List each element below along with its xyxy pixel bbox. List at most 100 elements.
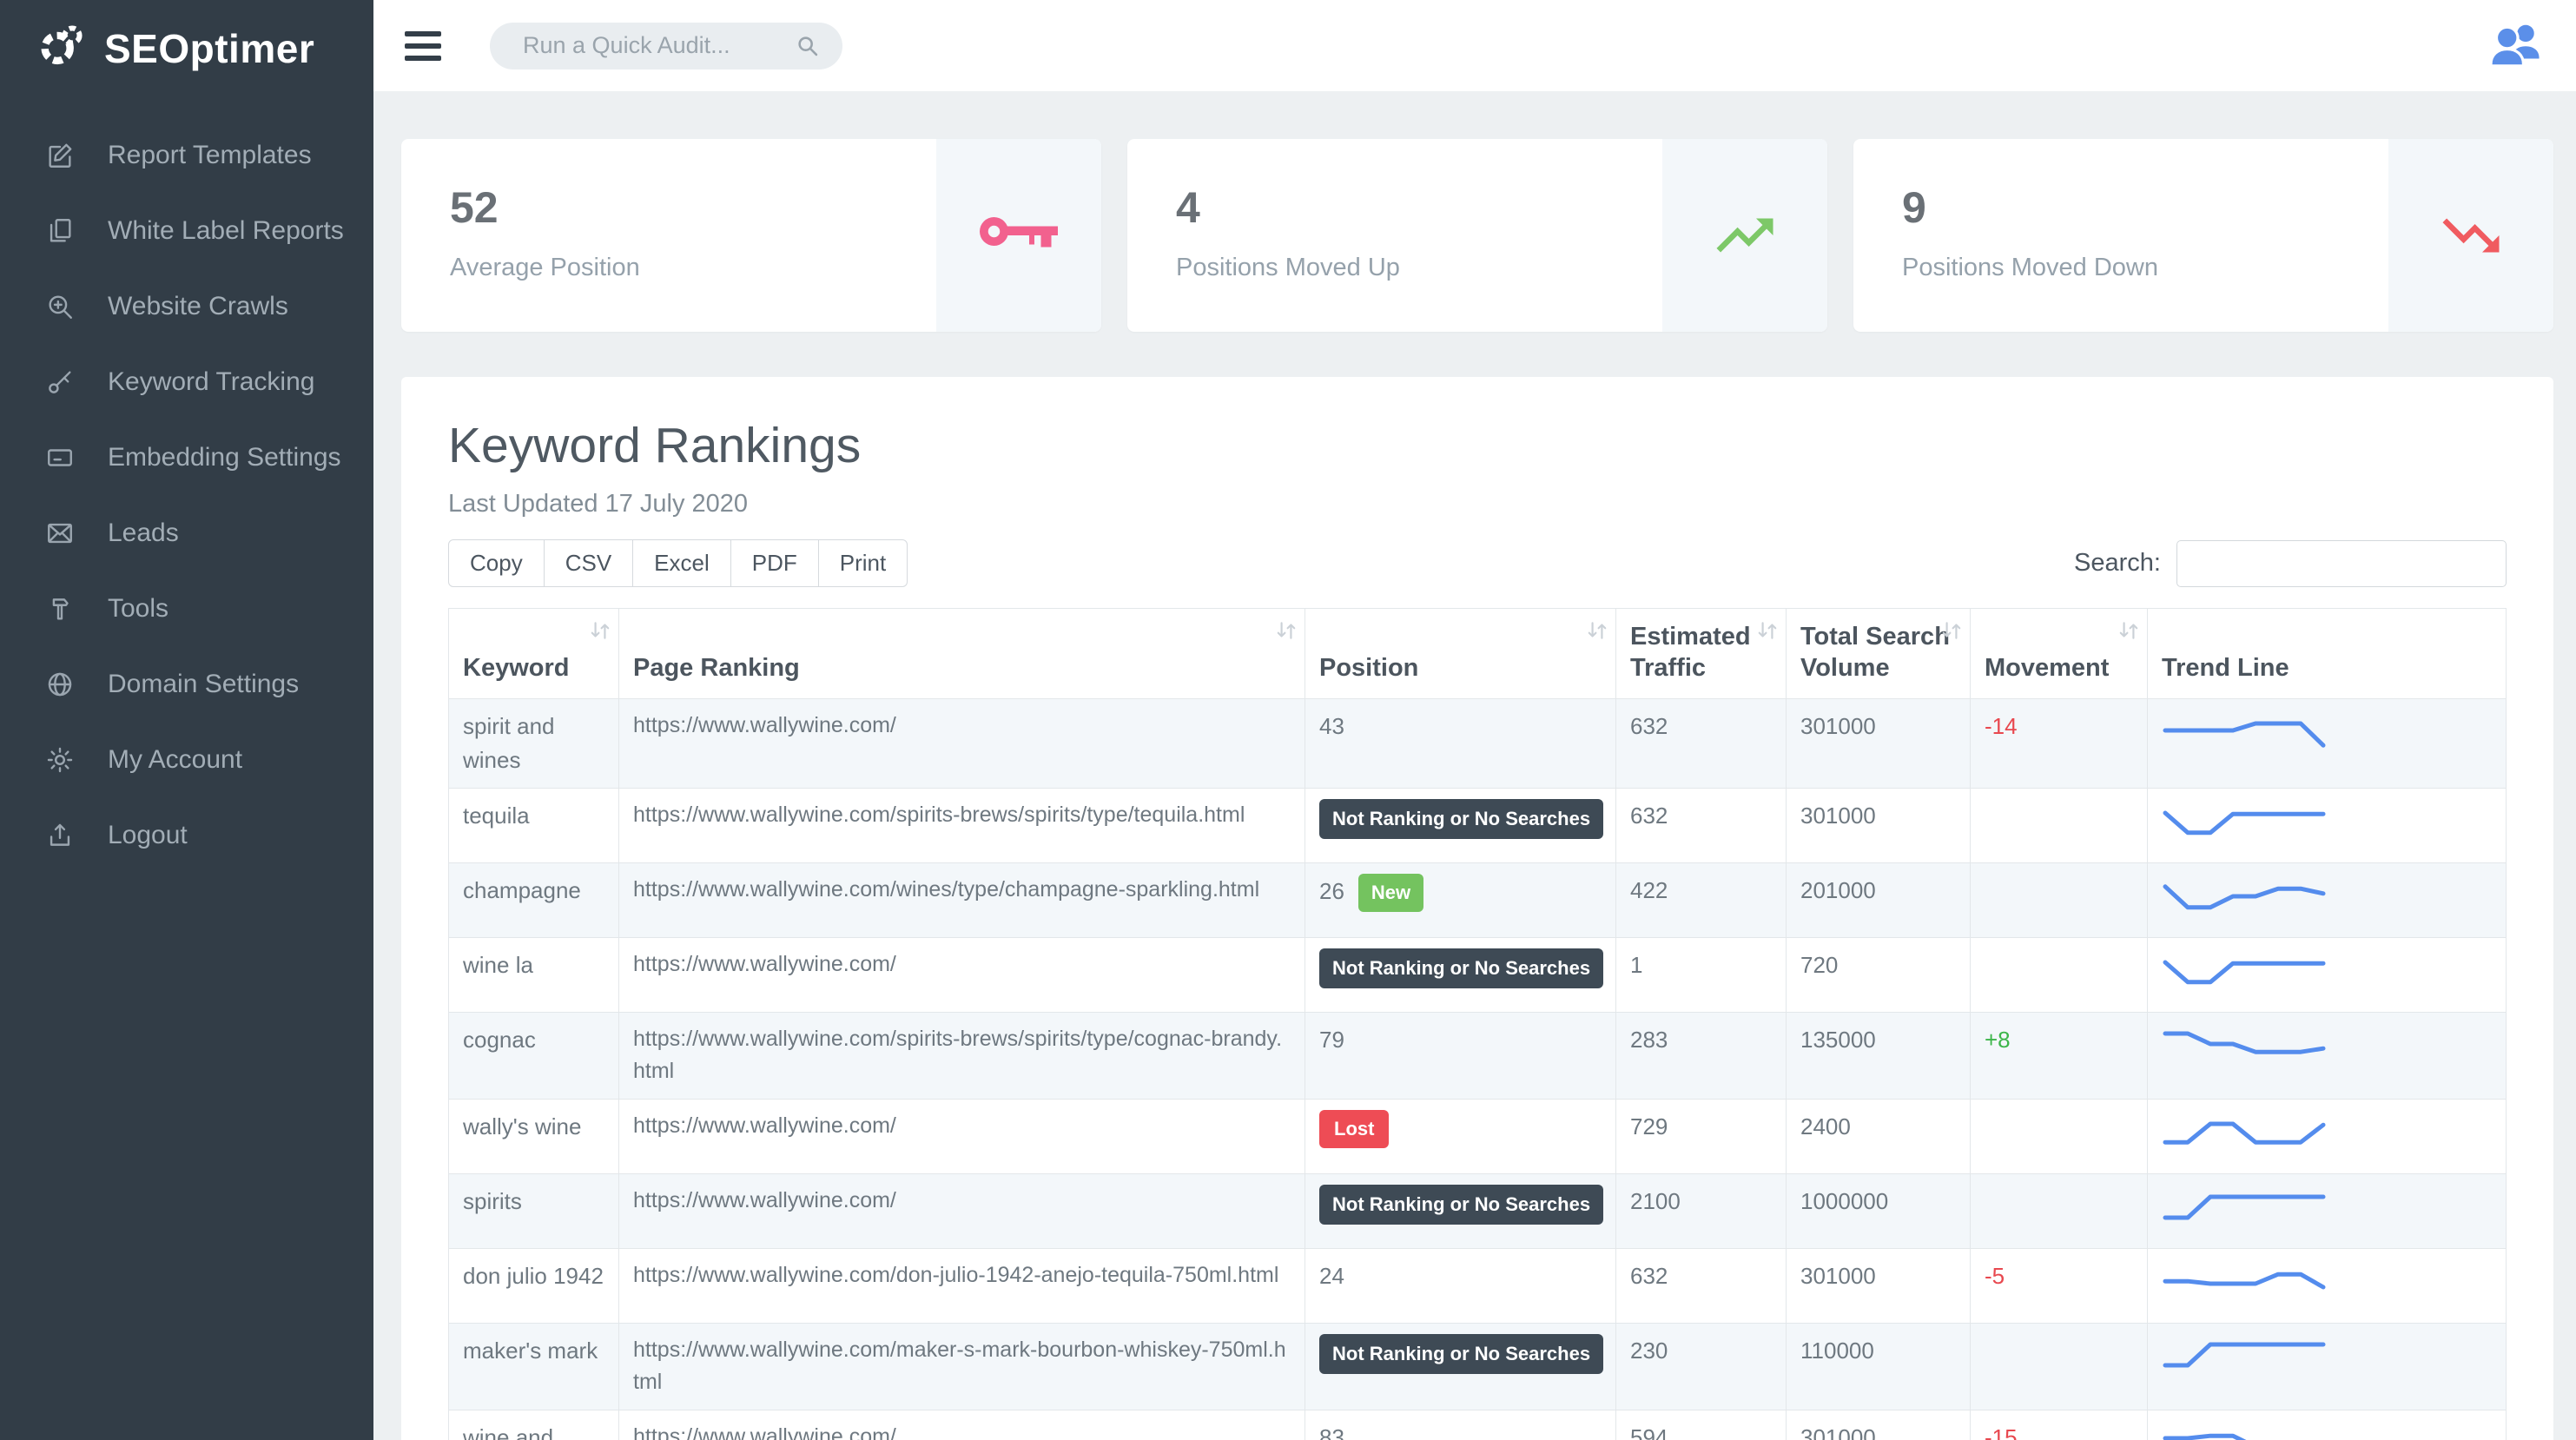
- sidebar-item-white-label-reports[interactable]: White Label Reports: [0, 193, 373, 268]
- trend-line-cell: [2147, 1409, 2507, 1440]
- estimated-traffic-cell: 632: [1615, 787, 1787, 863]
- column-header-label: Estimated Traffic: [1630, 623, 1751, 683]
- keyword-cell: champagne: [448, 862, 619, 938]
- position-cell: 43: [1305, 697, 1616, 789]
- trend-sparkline: [2163, 721, 2326, 748]
- column-header-total-search-volume[interactable]: Total Search Volume: [1786, 608, 1971, 699]
- total-search-volume-cell: 301000: [1786, 697, 1971, 789]
- hammer-icon: [45, 594, 75, 624]
- sidebar-item-label: Logout: [108, 820, 188, 849]
- keyword-cell: don julio 1942: [448, 1247, 619, 1324]
- position-value: 26: [1319, 877, 1344, 904]
- sidebar-item-tools[interactable]: Tools: [0, 571, 373, 646]
- sidebar-item-label: Tools: [108, 593, 169, 623]
- not-ranking-badge: Not Ranking or No Searches: [1319, 948, 1604, 988]
- sidebar-item-label: Domain Settings: [108, 669, 300, 698]
- table-search-input[interactable]: [2176, 539, 2507, 587]
- page-ranking-cell: https://www.wallywine.com/spirits-brews/…: [618, 787, 1305, 863]
- column-header-keyword[interactable]: Keyword: [448, 608, 619, 699]
- column-header-page-ranking[interactable]: Page Ranking: [618, 608, 1305, 699]
- keyword-rankings-table: Keyword Page Ranking Position Estimated Tra…: [448, 608, 2507, 1440]
- export-button-print[interactable]: Print: [817, 539, 908, 587]
- search-plus-icon: [45, 292, 75, 321]
- position-cell: Not Ranking or No Searches: [1305, 1172, 1616, 1249]
- trend-sparkline: [2163, 1194, 2326, 1219]
- keyword-cell: wally's wine: [448, 1098, 619, 1174]
- sidebar: SEOptimer Report Templates White Label Re…: [0, 0, 373, 1440]
- sidebar-item-leads[interactable]: Leads: [0, 495, 373, 571]
- estimated-traffic-cell: 729: [1615, 1098, 1787, 1174]
- trend-sparkline: [2163, 810, 2326, 835]
- not-ranking-badge: Not Ranking or No Searches: [1319, 798, 1604, 839]
- column-header-estimated-traffic[interactable]: Estimated Traffic: [1615, 608, 1787, 699]
- trend-line-cell: [2147, 862, 2507, 938]
- keyword-cell: spirits: [448, 1172, 619, 1249]
- content-area: 52 Average Position 4 Positions Moved Up 9 Po…: [373, 91, 2576, 1440]
- total-search-volume-cell: 301000: [1786, 1247, 1971, 1324]
- total-search-volume-cell: 2400: [1786, 1098, 1971, 1174]
- sidebar-item-keyword-tracking[interactable]: Keyword Tracking: [0, 344, 373, 419]
- hamburger-icon[interactable]: [405, 30, 441, 61]
- table-row: spirit and wines https://www.wallywine.co…: [448, 697, 2507, 789]
- trend-sparkline: [2163, 883, 2326, 909]
- brand-logo[interactable]: SEOptimer: [0, 0, 373, 96]
- estimated-traffic-cell: 1: [1615, 936, 1787, 1013]
- page-ranking-cell: https://www.wallywine.com/spirits-brews/…: [618, 1011, 1305, 1100]
- total-search-volume-cell: 720: [1786, 936, 1971, 1013]
- stat-card-positions-moved-down: 9 Positions Moved Down: [1853, 139, 2553, 332]
- stat-cards: 52 Average Position 4 Positions Moved Up 9 Po…: [401, 139, 2553, 332]
- page-ranking-cell: https://www.wallywine.com/wines/type/cha…: [618, 862, 1305, 938]
- trend-sparkline: [2163, 1272, 2326, 1289]
- position-value: 43: [1319, 712, 1344, 739]
- column-header-position[interactable]: Position: [1305, 608, 1616, 699]
- sidebar-item-domain-settings[interactable]: Domain Settings: [0, 646, 373, 722]
- movement-cell: [1970, 862, 2148, 938]
- stat-label: Average Position: [450, 254, 640, 281]
- sidebar-item-logout[interactable]: Logout: [0, 797, 373, 873]
- sidebar-item-label: Report Templates: [108, 140, 312, 169]
- movement-value: +8: [1985, 1026, 2011, 1053]
- keyword-cell: tequila: [448, 787, 619, 863]
- table-row: wine la https://www.wallywine.com/Not Ran…: [448, 936, 2507, 1013]
- sidebar-item-website-crawls[interactable]: Website Crawls: [0, 268, 373, 344]
- embed-icon: [45, 443, 75, 472]
- quick-audit-input[interactable]: [490, 22, 842, 69]
- movement-cell: [1970, 787, 2148, 863]
- main-area: 52 Average Position 4 Positions Moved Up 9 Po…: [373, 0, 2576, 1440]
- position-cell: 24: [1305, 1247, 1616, 1324]
- trend-sparkline: [2163, 1121, 2326, 1145]
- table-header-row: Keyword Page Ranking Position Estimated Tra…: [448, 608, 2507, 699]
- edit-icon: [45, 141, 75, 170]
- table-row: don julio 1942 https://www.wallywine.com/…: [448, 1247, 2507, 1324]
- sidebar-item-embedding-settings[interactable]: Embedding Settings: [0, 419, 373, 495]
- position-cell: 83: [1305, 1409, 1616, 1440]
- sidebar-item-report-templates[interactable]: Report Templates: [0, 117, 373, 193]
- table-search-label: Search:: [2074, 549, 2161, 577]
- table-toolbar: Copy CSV Excel PDF Print Search:: [448, 539, 2507, 587]
- logout-icon: [45, 821, 75, 850]
- key-solid-icon: [936, 139, 1101, 332]
- trend-sparkline: [2163, 1433, 2248, 1440]
- page-ranking-cell: https://www.wallywine.com/: [618, 1172, 1305, 1249]
- column-header-label: Keyword: [463, 654, 570, 683]
- page-ranking-cell: https://www.wallywine.com/: [618, 697, 1305, 789]
- total-search-volume-cell: 1000000: [1786, 1172, 1971, 1249]
- trend-line-cell: [2147, 1098, 2507, 1174]
- export-button-copy[interactable]: Copy: [448, 539, 545, 587]
- sidebar-item-my-account[interactable]: My Account: [0, 722, 373, 797]
- movement-cell: [1970, 936, 2148, 1013]
- export-button-excel[interactable]: Excel: [632, 539, 731, 587]
- table-row: wally's wine https://www.wallywine.com/Lo…: [448, 1098, 2507, 1174]
- column-header-label: Trend Line: [2162, 654, 2289, 683]
- movement-value: -15: [1985, 1423, 2018, 1440]
- column-header-movement[interactable]: Movement: [1970, 608, 2148, 699]
- movement-cell: [1970, 1098, 2148, 1174]
- movement-cell: -15: [1970, 1409, 2148, 1440]
- export-button-pdf[interactable]: PDF: [730, 539, 819, 587]
- trend-line-cell: [2147, 1247, 2507, 1324]
- column-header-label: Movement: [1985, 654, 2110, 683]
- stat-card-text: 9 Positions Moved Down: [1853, 139, 2388, 332]
- users-icon[interactable]: [2479, 16, 2557, 76]
- export-button-csv[interactable]: CSV: [543, 539, 634, 587]
